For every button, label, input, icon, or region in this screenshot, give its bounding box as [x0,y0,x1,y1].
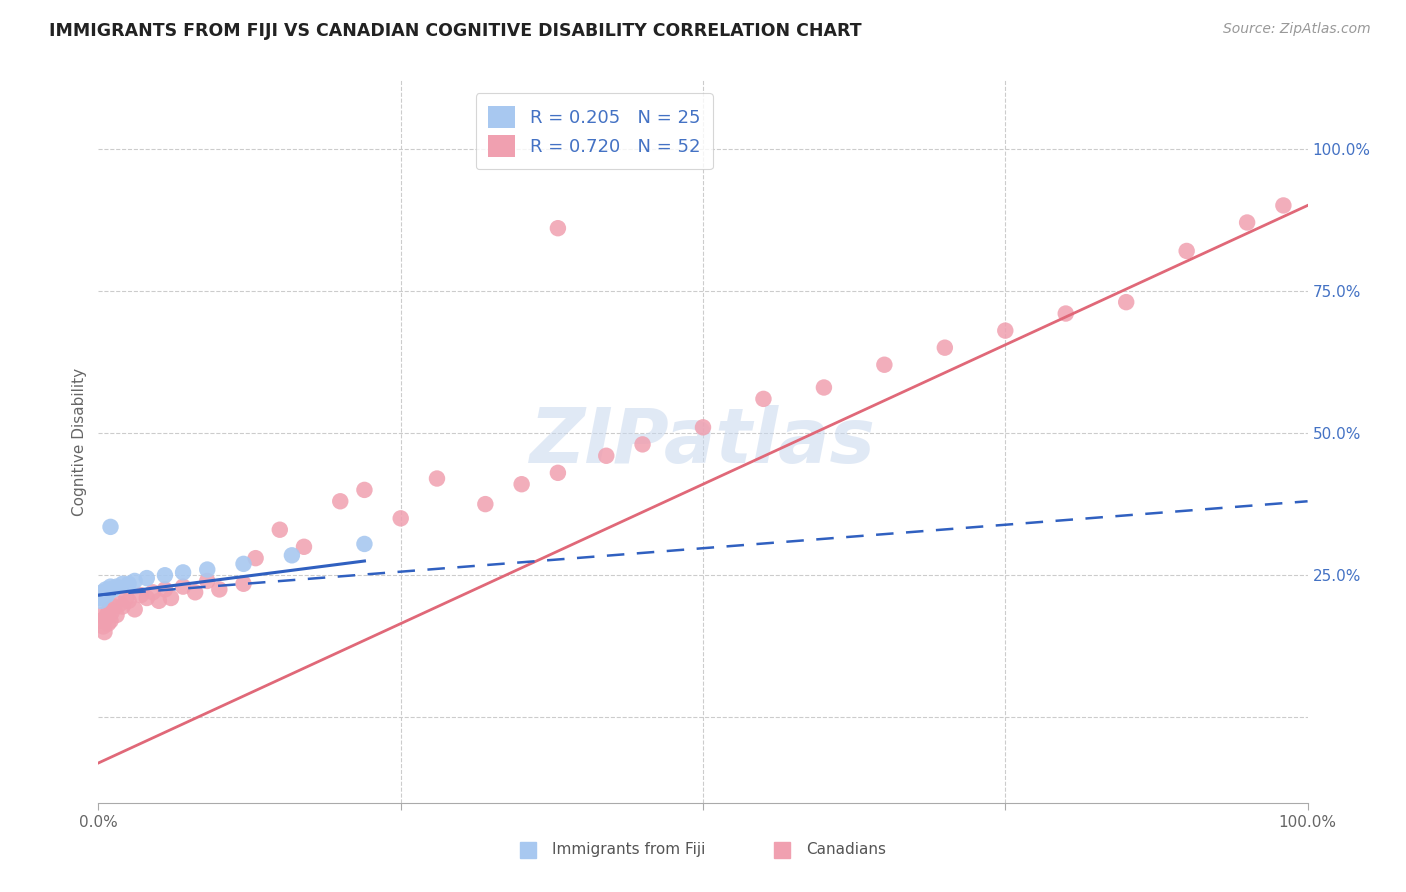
Point [118,594,141,608]
Point [269,523,291,537]
Point [148,594,170,608]
Point [111,576,134,591]
Point [292,540,315,554]
Point [111,599,134,614]
Point [934,341,956,355]
Y-axis label: Cognitive Disability: Cognitive Disability [72,368,87,516]
Point [142,585,165,599]
Point [353,537,375,551]
Text: Source: ZipAtlas.com: Source: ZipAtlas.com [1223,22,1371,37]
Point [96,608,118,623]
Point [94,582,117,597]
Point [1236,215,1258,229]
Point [101,582,124,597]
Point [1272,198,1295,212]
Point [1175,244,1198,258]
Point [91,585,114,599]
Point [595,449,617,463]
Text: Immigrants from Fiji: Immigrants from Fiji [551,842,706,857]
Point [153,568,176,582]
Text: Canadians: Canadians [806,842,886,857]
Point [124,574,146,588]
Point [232,557,254,571]
Point [208,582,231,597]
Point [115,591,138,605]
Point [100,605,122,619]
Point [100,614,122,628]
Point [160,591,183,605]
Point [91,591,114,605]
Point [195,563,218,577]
Point [93,585,115,599]
Point [813,380,835,394]
Point [172,566,194,580]
Point [100,520,122,534]
Legend: R = 0.205   N = 25, R = 0.720   N = 52: R = 0.205 N = 25, R = 0.720 N = 52 [475,93,713,169]
Point [426,471,449,485]
Point [91,588,114,602]
Point [97,616,120,631]
Point [135,571,157,585]
Point [96,588,118,602]
Point [89,591,111,605]
Point [129,588,152,602]
Point [329,494,352,508]
Point [631,437,654,451]
Point [994,324,1017,338]
Text: IMMIGRANTS FROM FIJI VS CANADIAN COGNITIVE DISABILITY CORRELATION CHART: IMMIGRANTS FROM FIJI VS CANADIAN COGNITI… [49,22,862,40]
Point [90,588,112,602]
Point [389,511,412,525]
Point [172,580,194,594]
Point [510,477,533,491]
Point [105,580,128,594]
Point [752,392,775,406]
Point [93,625,115,640]
Point [184,585,207,599]
Point [474,497,496,511]
Point [232,576,254,591]
Point [135,591,157,605]
Point [547,221,569,235]
Point [692,420,714,434]
Point [94,611,117,625]
Point [90,594,112,608]
Point [153,582,176,597]
Point [281,549,304,563]
Point [108,597,131,611]
Point [91,608,114,623]
Text: ZIPatlas: ZIPatlas [530,405,876,478]
Point [90,614,112,628]
Point [547,466,569,480]
Point [1115,295,1137,310]
Point [353,483,375,497]
Point [100,580,122,594]
Point [195,574,218,588]
Point [91,619,114,633]
Point [98,602,121,616]
Point [118,576,141,591]
Point [97,585,120,599]
Point [873,358,896,372]
Point [98,582,121,597]
Point [105,608,128,623]
Point [124,602,146,616]
Point [103,599,125,614]
Point [1054,306,1077,320]
Point [245,551,267,566]
